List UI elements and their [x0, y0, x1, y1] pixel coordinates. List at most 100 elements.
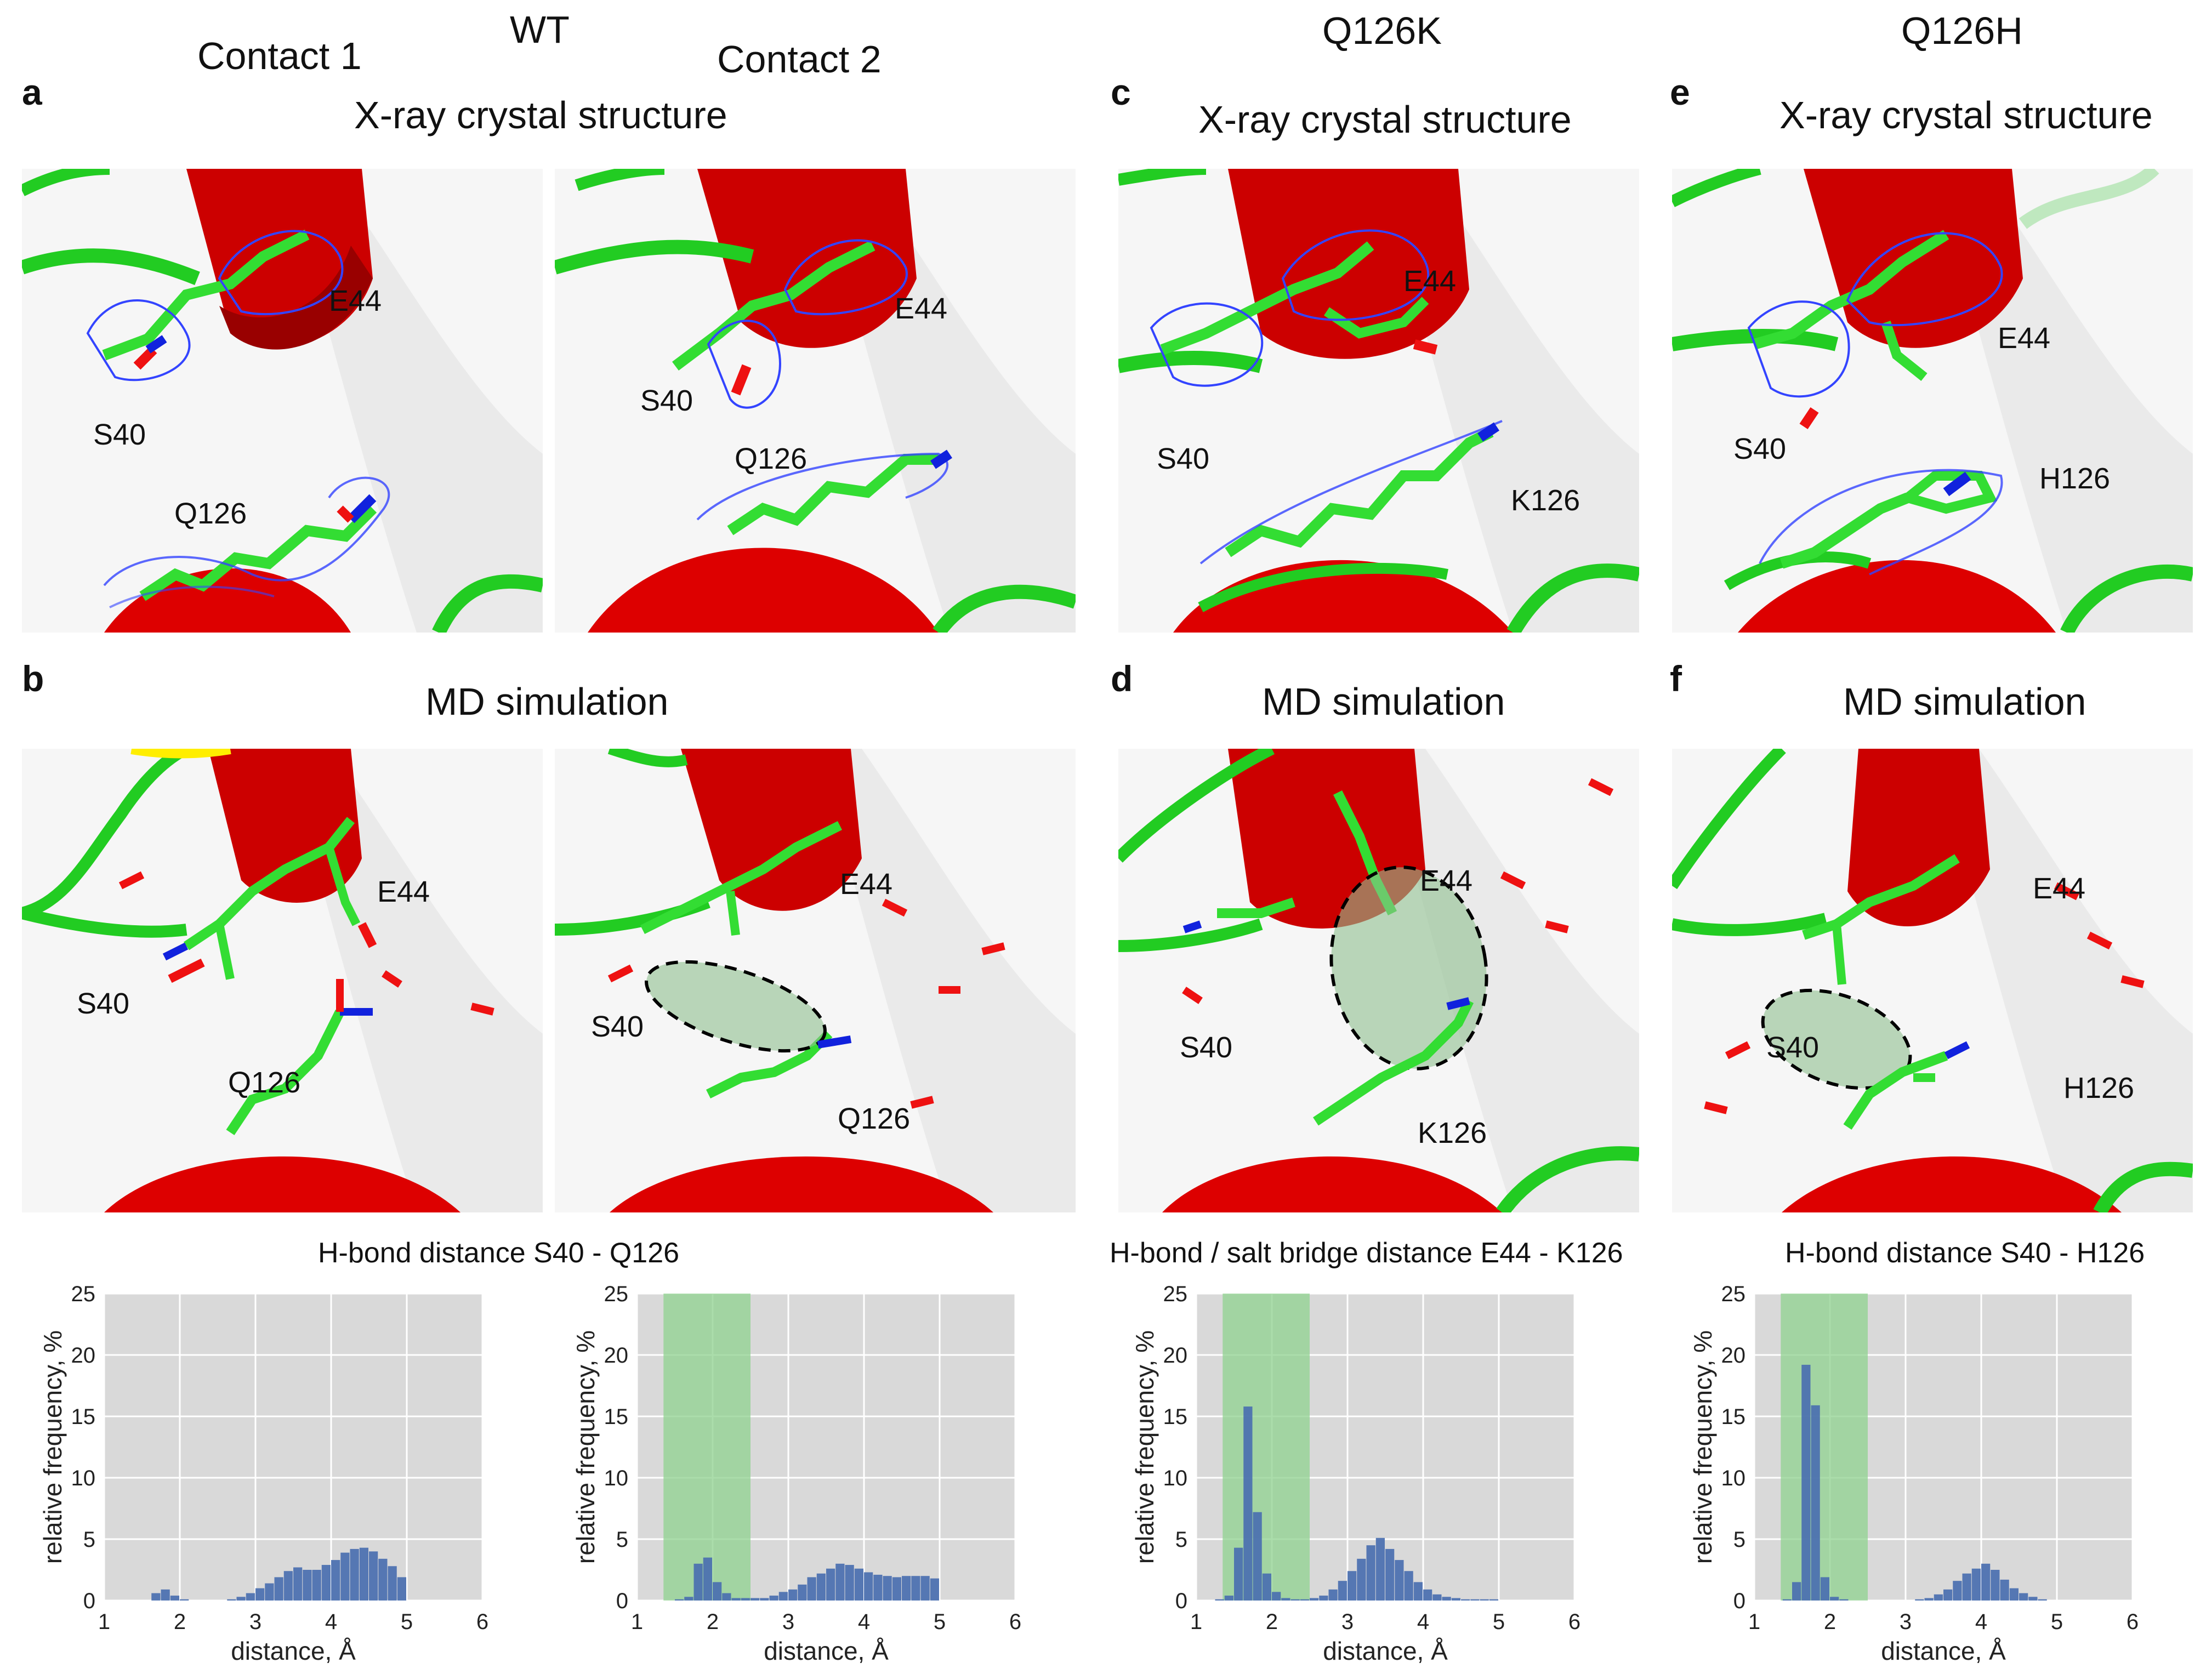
x-tick-label: 2 — [1266, 1610, 1278, 1634]
y-tick-label: 25 — [71, 1282, 96, 1306]
x-tick-label: 3 — [782, 1610, 794, 1634]
y-tick-label: 25 — [604, 1282, 629, 1306]
md-q126k-image — [1118, 749, 1639, 1212]
histogram-bar — [1338, 1581, 1347, 1601]
histogram-bar — [1423, 1589, 1432, 1601]
histogram-bar — [1991, 1570, 2000, 1601]
histogram-bar — [816, 1573, 826, 1601]
y-tick-label: 0 — [616, 1589, 628, 1613]
histogram-bar — [1801, 1364, 1811, 1601]
x-tick-label: 2 — [707, 1610, 719, 1634]
y-tick-label: 15 — [1721, 1405, 1746, 1429]
histogram-q126h: 1 2 3 4 5 6 0 5 10 15 20 25 distance, Å relative freq… — [1672, 1282, 2198, 1677]
histogram-bar — [321, 1565, 331, 1601]
x-tick-label: 1 — [98, 1610, 110, 1634]
label-e44-md-c1: E44 — [377, 875, 430, 908]
histogram-bar — [2019, 1593, 2028, 1601]
histogram-bar — [1262, 1573, 1271, 1601]
y-tick-label: 25 — [1163, 1282, 1188, 1306]
histogram-bar — [1375, 1537, 1385, 1601]
histogram-bar — [2000, 1579, 2009, 1601]
xray-wt-contact1-image — [22, 169, 543, 633]
histogram-bar — [151, 1593, 161, 1601]
histogram-bar — [1461, 1599, 1470, 1601]
chart-title-wt: H-bond distance S40 - Q126 — [318, 1237, 680, 1269]
panel-letter-d: d — [1111, 658, 1133, 699]
panel-letter-a: a — [22, 72, 42, 112]
histogram-bar — [1290, 1599, 1300, 1601]
histogram-bar — [246, 1593, 255, 1601]
histogram-bar — [1272, 1592, 1281, 1601]
histogram-bar — [911, 1576, 920, 1601]
histogram-bar — [1328, 1589, 1338, 1601]
y-tick-label: 20 — [1163, 1343, 1188, 1368]
histogram-bar — [1924, 1598, 1934, 1601]
x-axis-label: distance, Å — [1881, 1637, 2006, 1665]
histogram-bar — [180, 1599, 189, 1601]
histogram-bar — [1981, 1563, 1991, 1601]
y-tick-label: 10 — [604, 1466, 629, 1490]
histogram-bar — [283, 1571, 293, 1601]
histogram-bar — [1451, 1598, 1460, 1601]
x-tick-label: 5 — [401, 1610, 413, 1634]
x-tick-label: 1 — [1190, 1610, 1202, 1634]
histogram-bar — [397, 1577, 406, 1601]
histogram-bar — [760, 1598, 769, 1601]
x-axis-label: distance, Å — [231, 1637, 356, 1665]
y-tick-label: 15 — [604, 1405, 629, 1429]
subhead-xray-q126k: X-ray crystal structure — [1198, 98, 1572, 141]
xray-wt-contact2-image — [555, 169, 1076, 633]
histogram-bar — [1385, 1548, 1395, 1601]
label-e44-md-c2: E44 — [840, 868, 893, 901]
histogram-wt-contact1: 1 2 3 4 5 6 0 5 10 15 20 25 distance, Å relative freq… — [22, 1282, 548, 1677]
histogram-bar — [826, 1568, 835, 1601]
x-tick-label: 4 — [1975, 1610, 1987, 1634]
label-e44-xray-q126k: E44 — [1403, 265, 1457, 298]
hbond-range-band — [1781, 1294, 1868, 1601]
panel-letter-e: e — [1670, 72, 1690, 112]
label-e44-xray-c1: E44 — [329, 284, 382, 317]
histogram-bar — [769, 1596, 778, 1601]
hbond-range-band — [663, 1294, 751, 1601]
x-tick-label: 3 — [249, 1610, 261, 1634]
subhead-xray-q126h: X-ray crystal structure — [1779, 94, 2153, 136]
label-h126-xray: H126 — [2039, 462, 2111, 495]
md-wt-contact1-image — [22, 749, 543, 1212]
histogram-bar — [920, 1576, 930, 1601]
subhead-md-q126h: MD simulation — [1843, 680, 2086, 723]
histogram-bar — [1442, 1597, 1451, 1601]
panel-letter-c: c — [1111, 72, 1131, 112]
x-tick-label: 2 — [174, 1610, 186, 1634]
y-tick-label: 10 — [1163, 1466, 1188, 1490]
subhead-md-q126k: MD simulation — [1262, 680, 1505, 723]
label-q126-xray-c1: Q126 — [174, 497, 247, 530]
x-tick-label: 3 — [1900, 1610, 1912, 1634]
histogram-bar — [873, 1574, 883, 1601]
histogram-bar — [170, 1596, 179, 1601]
histogram-bar — [1962, 1573, 1971, 1601]
histogram-bar — [1782, 1599, 1792, 1601]
histogram-q126k: 1 2 3 4 5 6 0 5 10 15 20 25 distance, Å relative freq… — [1114, 1282, 1640, 1677]
label-s40-md-q126h: S40 — [1766, 1031, 1820, 1064]
histogram-bar — [1971, 1568, 1981, 1601]
x-tick-label: 4 — [1417, 1610, 1429, 1634]
y-tick-label: 0 — [83, 1589, 95, 1613]
panel-letter-f: f — [1670, 658, 1682, 699]
x-tick-label: 6 — [476, 1610, 488, 1634]
label-s40-md-q126k: S40 — [1180, 1031, 1233, 1064]
histogram-bar — [1300, 1599, 1309, 1601]
histogram-bar — [854, 1568, 863, 1601]
histogram-bar — [1820, 1577, 1829, 1601]
y-tick-label: 10 — [1721, 1466, 1746, 1490]
label-s40-md-c1: S40 — [77, 987, 130, 1020]
histogram-bar — [1319, 1596, 1328, 1601]
histogram-bar — [731, 1598, 741, 1601]
histogram-bar — [369, 1551, 378, 1601]
x-tick-label: 2 — [1824, 1610, 1836, 1634]
label-q126-md-c2: Q126 — [838, 1102, 911, 1135]
histogram-bar — [778, 1592, 788, 1601]
histogram-bar — [1234, 1547, 1243, 1601]
histogram-bar — [1243, 1406, 1253, 1601]
histogram-bar — [1224, 1596, 1233, 1601]
histogram-svg: 1 2 3 4 5 6 0 5 10 15 20 25 distance, Å relative freq… — [1688, 1282, 2139, 1665]
